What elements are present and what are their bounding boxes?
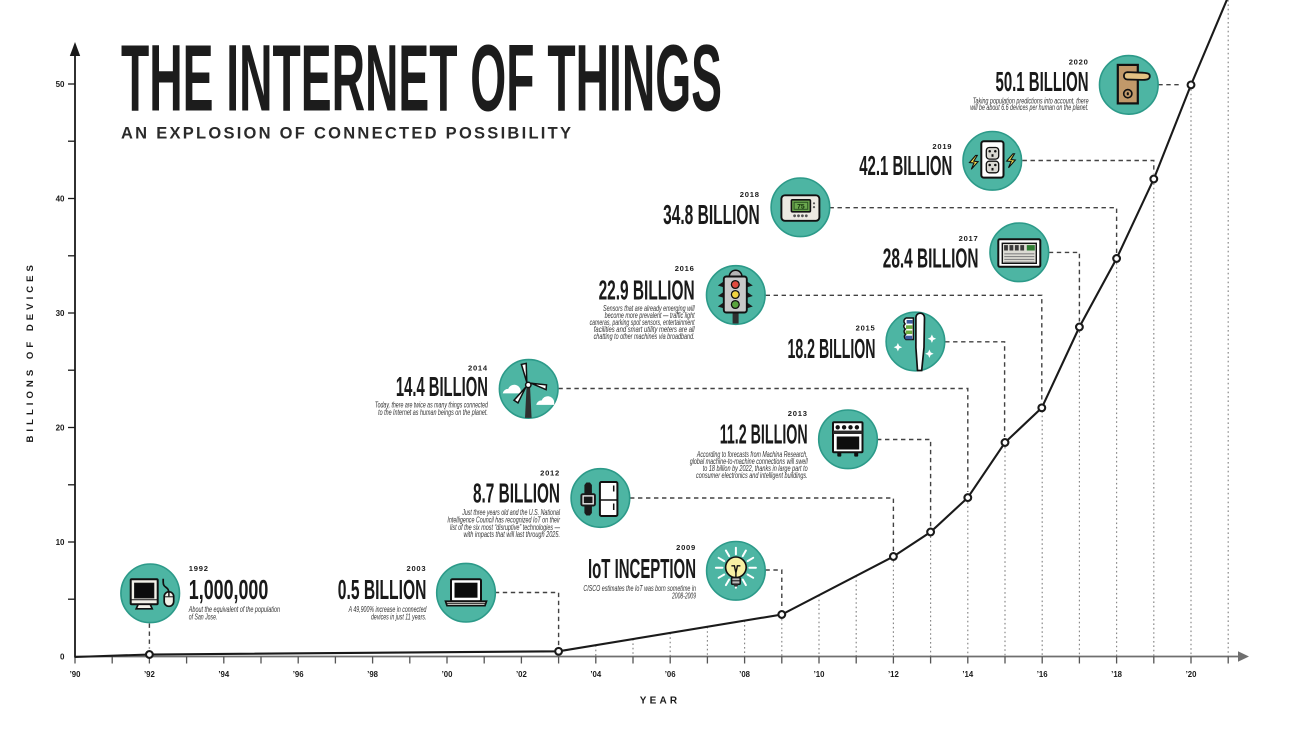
svg-text:with impacts that will last th: with impacts that will last through 2025…: [464, 530, 561, 539]
svg-text:30: 30: [56, 309, 65, 318]
svg-text:Intelligence Council has recog: Intelligence Council has recognized IoT …: [447, 515, 560, 524]
svg-text:2013: 2013: [788, 409, 808, 418]
svg-text:AN EXPLOSION OF CONNECTED POSS: AN EXPLOSION OF CONNECTED POSSIBILITY: [121, 125, 571, 143]
svg-text:consumer electronics and intel: consumer electronics and intelligent bui…: [696, 471, 808, 480]
svg-text:50: 50: [56, 80, 65, 89]
svg-text:of San Jose.: of San Jose.: [189, 612, 218, 621]
svg-text:’00: ’00: [442, 670, 454, 679]
svg-text:will be about 6.6 devices per: will be about 6.6 devices per human on t…: [970, 103, 1088, 112]
svg-text:’04: ’04: [590, 670, 602, 679]
svg-text:BILLIONS OF DEVICES: BILLIONS OF DEVICES: [25, 264, 36, 443]
svg-text:2012: 2012: [540, 469, 560, 478]
svg-text:According to forecasts from Ma: According to forecasts from Machina Rese…: [696, 450, 807, 459]
svg-text:global machine-to-machine conn: global machine-to-machine connections wi…: [690, 457, 808, 466]
svg-text:Today, there are twice as many: Today, there are twice as many things co…: [375, 401, 488, 410]
svg-text:cameras, parking spot sensors,: cameras, parking spot sensors, entertain…: [590, 318, 696, 327]
svg-text:’12: ’12: [888, 670, 900, 679]
svg-text:18.2 BILLION: 18.2 BILLION: [788, 333, 876, 364]
svg-text:2014: 2014: [468, 363, 488, 372]
svg-text:8.7 BILLION: 8.7 BILLION: [473, 478, 560, 509]
svg-text:50.1 BILLION: 50.1 BILLION: [996, 66, 1089, 97]
svg-text:IoT INCEPTION: IoT INCEPTION: [588, 553, 696, 584]
svg-text:to the Internet as human being: to the Internet as human beings on the p…: [378, 408, 488, 417]
svg-text:About the equivalent of the po: About the equivalent of the population: [188, 605, 280, 614]
svg-text:’06: ’06: [665, 670, 677, 679]
svg-text:Taking population predictions: Taking population predictions into accou…: [973, 97, 1089, 106]
svg-text:’96: ’96: [293, 670, 305, 679]
svg-text:’20: ’20: [1186, 670, 1198, 679]
svg-text:28.4 BILLION: 28.4 BILLION: [883, 242, 979, 273]
svg-text:chatting to other machines via: chatting to other machines via broadband…: [594, 332, 695, 341]
svg-text:40: 40: [56, 195, 65, 204]
svg-text:’90: ’90: [70, 670, 82, 679]
svg-text:devices in just 11 years.: devices in just 11 years.: [371, 612, 426, 621]
svg-text:become more prevalent — traffi: become more prevalent — traffic light: [605, 311, 696, 320]
svg-text:11.2 BILLION: 11.2 BILLION: [720, 418, 808, 449]
svg-text:2016: 2016: [675, 264, 695, 273]
svg-text:2009: 2009: [676, 543, 696, 552]
svg-text:2018: 2018: [740, 190, 760, 199]
svg-text:1992: 1992: [189, 564, 209, 573]
svg-text:’10: ’10: [814, 670, 826, 679]
svg-text:75: 75: [797, 204, 805, 211]
svg-text:2015: 2015: [856, 324, 876, 333]
svg-text:’14: ’14: [962, 670, 974, 679]
svg-text:34.8 BILLION: 34.8 BILLION: [663, 199, 760, 230]
svg-text:1,000,000: 1,000,000: [189, 574, 268, 605]
svg-text:’16: ’16: [1037, 670, 1049, 679]
svg-text:14.4 BILLION: 14.4 BILLION: [396, 371, 488, 402]
svg-text:42.1 BILLION: 42.1 BILLION: [859, 150, 952, 181]
svg-text:2019: 2019: [932, 142, 952, 151]
svg-text:0: 0: [60, 653, 65, 662]
svg-text:2017: 2017: [959, 234, 979, 243]
svg-text:facilities and smart utility m: facilities and smart utility meters are …: [594, 325, 695, 334]
svg-text:list of the six most “disrupti: list of the six most “disruptive” techno…: [450, 523, 560, 532]
svg-text:0.5 BILLION: 0.5 BILLION: [338, 574, 427, 605]
svg-text:A 49,900% increase in connecte: A 49,900% increase in connected: [348, 605, 427, 614]
svg-text:22.9 BILLION: 22.9 BILLION: [599, 275, 695, 306]
svg-text:’08: ’08: [739, 670, 751, 679]
svg-text:THE INTERNET OF THINGS: THE INTERNET OF THINGS: [121, 26, 722, 132]
svg-text:to 18 billion by 2022, thanks: to 18 billion by 2022, thanks in large p…: [703, 464, 808, 473]
svg-text:10: 10: [56, 538, 65, 547]
svg-text:YEAR: YEAR: [640, 696, 681, 707]
svg-text:2003: 2003: [406, 564, 426, 573]
svg-text:Sensors that are already emerg: Sensors that are already emerging will: [603, 304, 695, 313]
svg-text:’18: ’18: [1111, 670, 1123, 679]
svg-text:2008-2009: 2008-2009: [671, 591, 696, 600]
svg-text:Just three years old and the U: Just three years old and the U.S. Nation…: [462, 508, 561, 517]
svg-text:’02: ’02: [516, 670, 528, 679]
svg-text:20: 20: [56, 424, 65, 433]
svg-text:’92: ’92: [144, 670, 156, 679]
svg-text:2020: 2020: [1069, 58, 1089, 67]
svg-text:’98: ’98: [367, 670, 379, 679]
svg-text:’94: ’94: [218, 670, 230, 679]
svg-text:CISCO estimates the IoT was bo: CISCO estimates the IoT was born sometim…: [583, 584, 696, 593]
